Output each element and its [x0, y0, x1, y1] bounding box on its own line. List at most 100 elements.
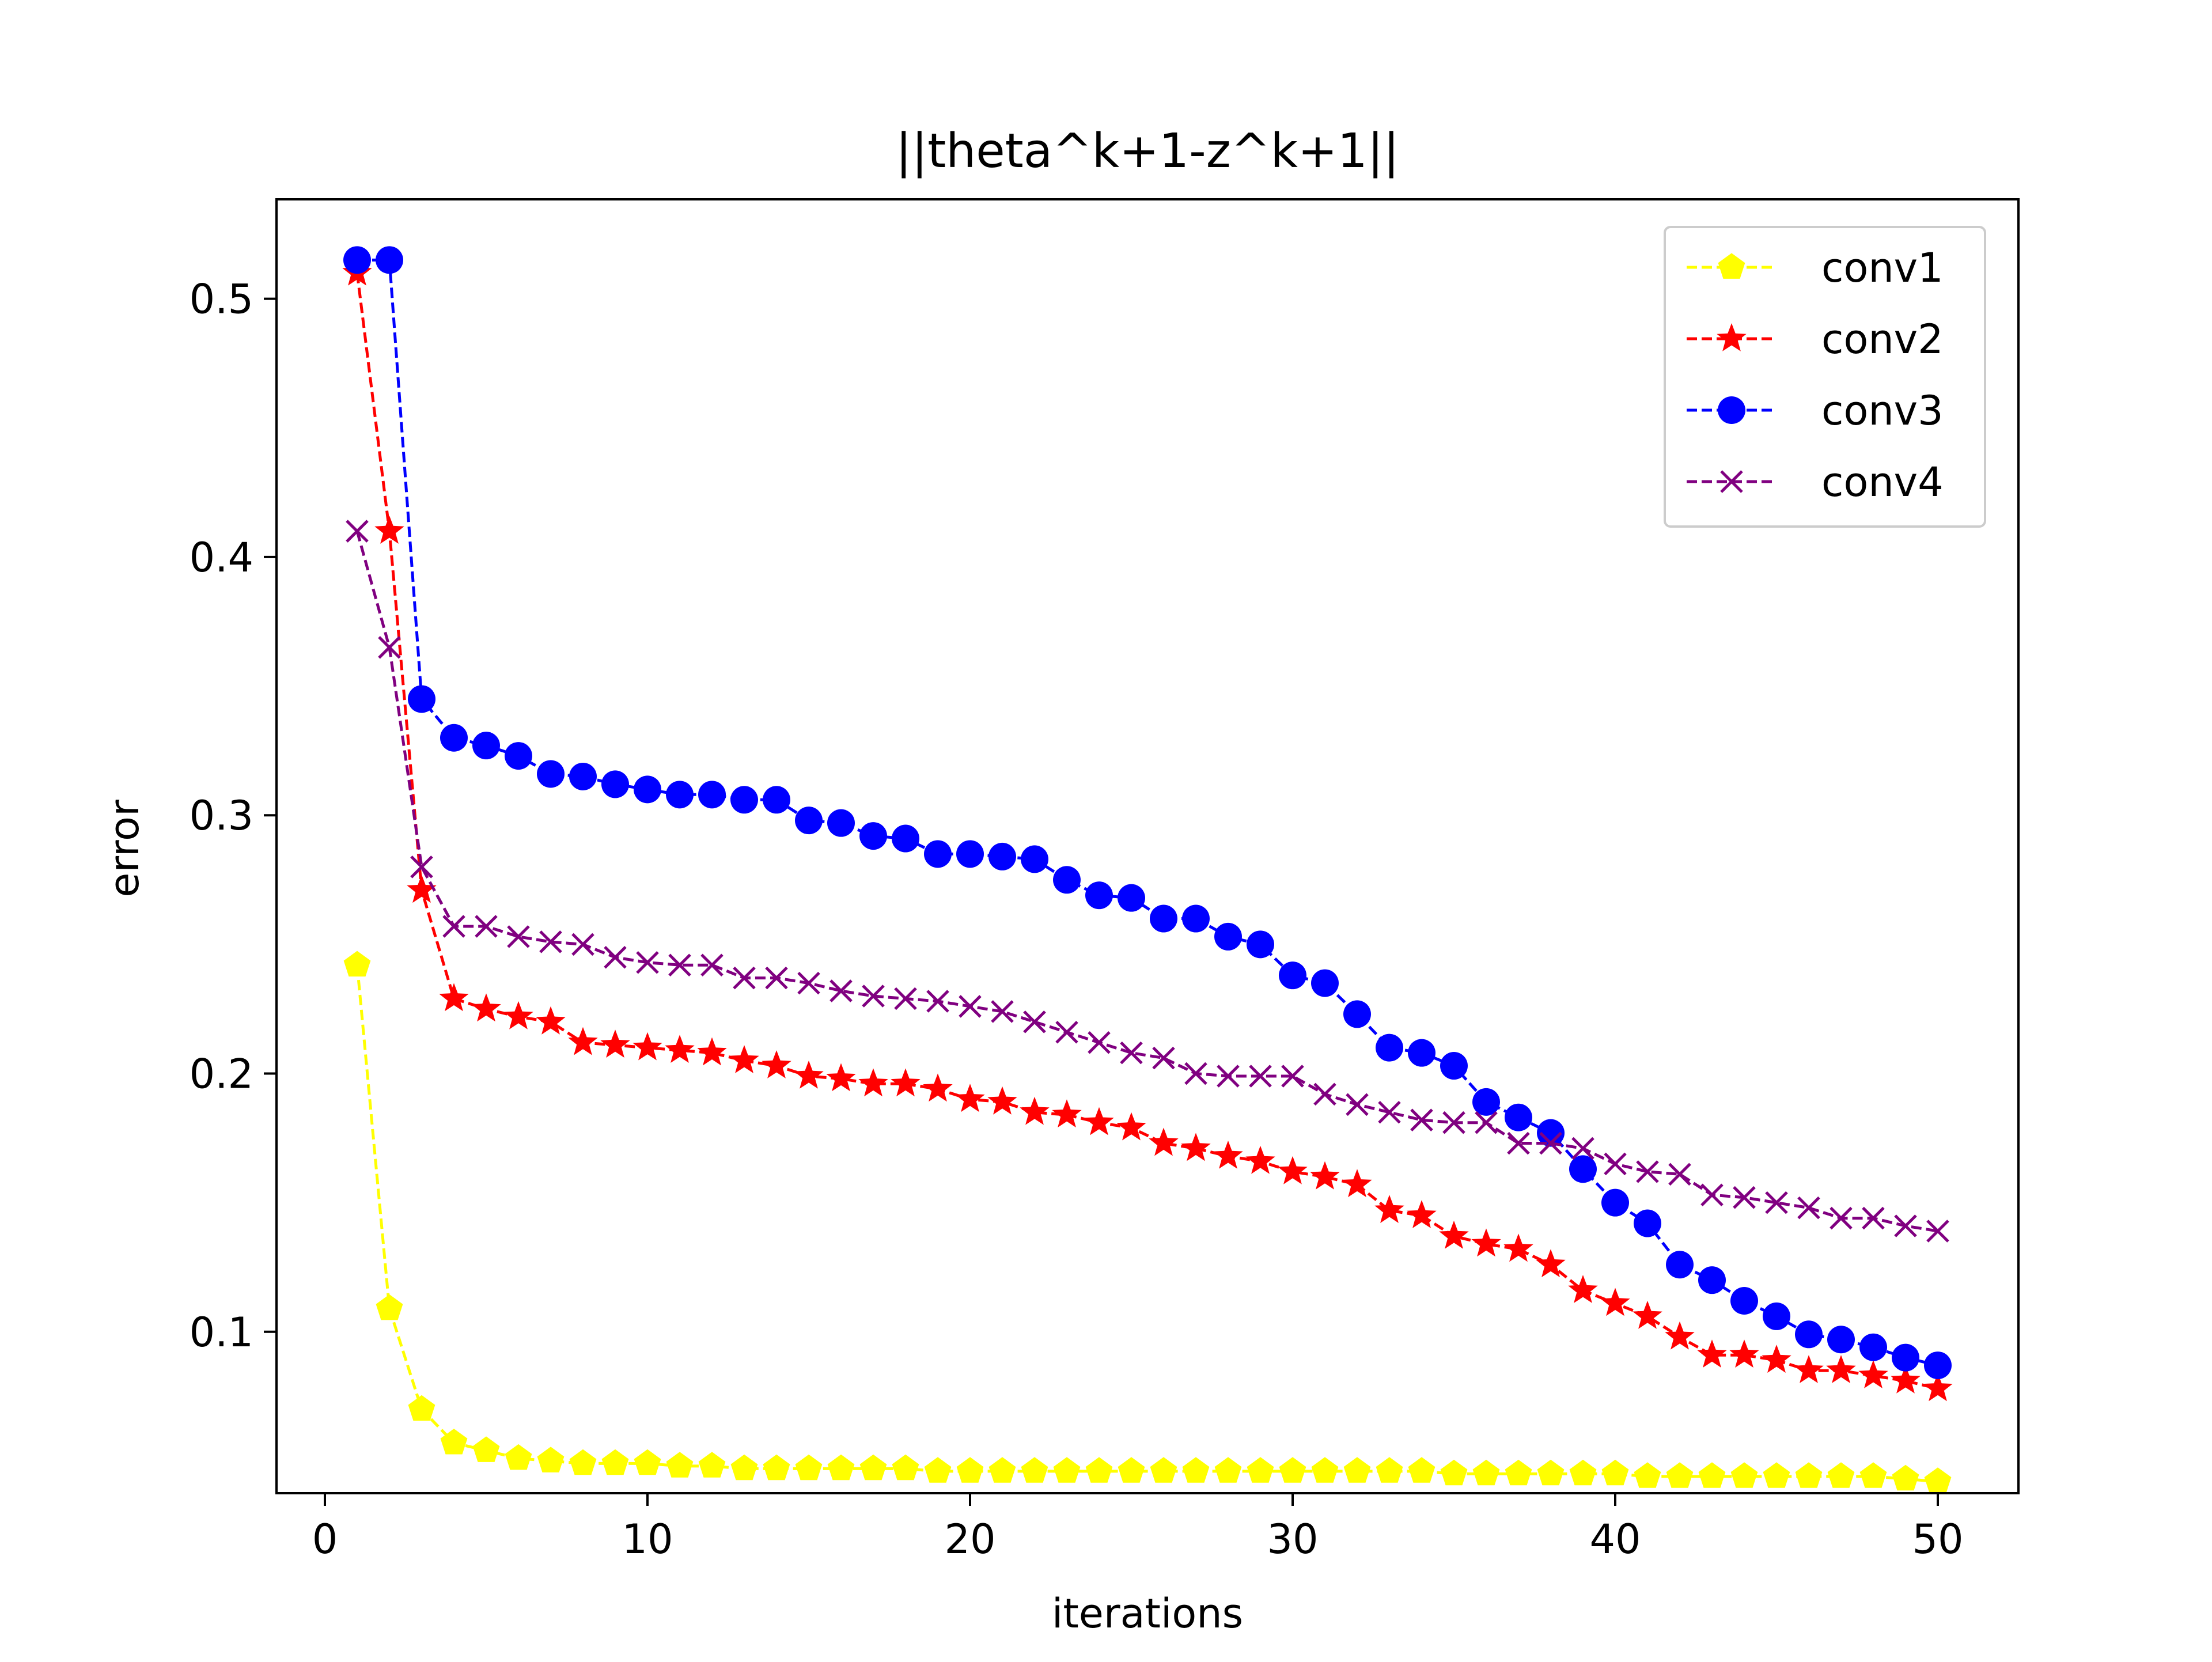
- data-point-conv4: [1797, 1196, 1820, 1220]
- legend-label-conv3: conv3: [1821, 387, 1944, 434]
- data-point-conv2: [1826, 1355, 1856, 1383]
- data-point-conv4: [636, 951, 659, 974]
- data-point-conv1: [376, 1294, 403, 1320]
- data-point-conv1: [1666, 1462, 1694, 1488]
- data-point-conv4: [926, 990, 949, 1013]
- data-point-conv3: [1472, 1088, 1500, 1116]
- data-point-conv3: [1569, 1155, 1597, 1183]
- data-point-conv3: [1085, 881, 1113, 910]
- data-point-conv3: [1118, 884, 1145, 912]
- data-point-conv1: [698, 1452, 726, 1478]
- data-point-conv4: [1152, 1046, 1175, 1070]
- data-point-conv3: [892, 824, 919, 853]
- series-line-conv2: [355, 272, 1938, 1390]
- data-point-conv2: [1858, 1360, 1888, 1388]
- data-point-conv1: [1150, 1457, 1177, 1483]
- data-point-conv2: [1762, 1345, 1791, 1373]
- data-point-conv1: [1505, 1459, 1532, 1486]
- data-point-conv2: [826, 1063, 856, 1092]
- x-tick-label: 40: [1589, 1516, 1641, 1563]
- data-point-conv2: [1310, 1161, 1340, 1190]
- data-point-conv1: [892, 1454, 919, 1481]
- data-point-conv4: [1410, 1108, 1433, 1131]
- data-point-conv2: [858, 1068, 888, 1097]
- data-point-conv2: [1116, 1112, 1146, 1141]
- data-point-conv1: [634, 1449, 661, 1475]
- y-tick-label: 0.5: [190, 276, 253, 323]
- data-point-conv2: [1020, 1096, 1050, 1125]
- data-point-conv1: [1118, 1457, 1145, 1483]
- data-point-conv3: [505, 742, 532, 770]
- series-conv3: [343, 246, 1952, 1380]
- data-point-conv2: [1374, 1195, 1404, 1223]
- data-point-conv4: [475, 915, 498, 938]
- data-point-conv1: [1634, 1462, 1661, 1488]
- series-line-conv4: [355, 531, 1938, 1233]
- data-point-conv1: [1376, 1457, 1403, 1483]
- data-point-conv1: [1279, 1457, 1306, 1483]
- legend-item-conv2: conv2: [1687, 316, 1944, 363]
- data-point-conv4: [1120, 1041, 1143, 1065]
- data-point-conv4: [1604, 1152, 1627, 1176]
- data-point-conv2: [1181, 1133, 1211, 1161]
- data-point-conv2: [471, 993, 501, 1022]
- data-point-conv2: [729, 1045, 759, 1073]
- data-point-conv2: [891, 1068, 921, 1097]
- data-point-conv1: [988, 1457, 1016, 1483]
- data-point-conv3: [601, 770, 629, 798]
- data-point-conv4: [1088, 1031, 1111, 1054]
- data-point-conv4: [1023, 1010, 1046, 1033]
- data-point-conv1: [730, 1454, 758, 1481]
- data-point-conv4: [346, 520, 369, 543]
- data-point-conv1: [505, 1444, 532, 1470]
- data-point-conv3: [440, 724, 468, 752]
- data-point-conv2: [665, 1035, 695, 1063]
- data-point-conv4: [1862, 1206, 1885, 1230]
- data-point-conv4: [1926, 1220, 1949, 1243]
- data-point-conv3: [1795, 1320, 1823, 1349]
- data-point-conv3: [1698, 1266, 1726, 1294]
- data-point-conv2: [439, 983, 469, 1012]
- data-point-conv3: [408, 685, 435, 713]
- data-point-conv2: [955, 1084, 985, 1112]
- data-point-conv3: [698, 781, 726, 809]
- data-point-conv1: [827, 1454, 855, 1481]
- data-point-conv2: [1149, 1127, 1179, 1156]
- data-point-conv4: [1571, 1137, 1594, 1160]
- data-point-conv3: [988, 842, 1016, 870]
- data-point-conv3: [1924, 1351, 1952, 1380]
- data-point-conv1: [472, 1436, 500, 1462]
- data-point-conv3: [1634, 1209, 1661, 1237]
- data-point-conv4: [1055, 1021, 1078, 1044]
- series-conv4: [346, 520, 1949, 1243]
- data-point-conv2: [1245, 1145, 1275, 1174]
- data-point-conv4: [1507, 1131, 1530, 1155]
- data-point-conv1: [537, 1447, 565, 1472]
- data-point-conv4: [604, 946, 627, 969]
- data-point-conv2: [987, 1086, 1017, 1115]
- x-axis-label: iterations: [1052, 1590, 1243, 1637]
- data-point-conv2: [1278, 1156, 1308, 1184]
- data-point-conv4: [507, 925, 530, 948]
- data-point-conv1: [569, 1449, 597, 1475]
- data-point-conv2: [1213, 1141, 1243, 1169]
- data-point-conv2: [1697, 1339, 1727, 1368]
- data-point-conv1: [956, 1457, 984, 1483]
- data-point-conv1: [1311, 1457, 1339, 1483]
- data-point-conv4: [1894, 1214, 1917, 1237]
- data-point-conv1: [601, 1449, 629, 1475]
- legend-label-conv2: conv2: [1821, 316, 1944, 363]
- data-point-conv1: [1537, 1459, 1565, 1486]
- data-point-conv3: [795, 807, 823, 835]
- data-point-conv2: [407, 874, 437, 903]
- data-point-conv2: [1503, 1233, 1533, 1262]
- y-tick-label: 0.2: [190, 1051, 253, 1098]
- data-point-conv4: [1184, 1062, 1207, 1085]
- series-layer: [342, 246, 1953, 1493]
- data-point-conv4: [1668, 1163, 1691, 1186]
- data-point-conv3: [634, 775, 661, 804]
- y-axis-ticks: 0.1 0.2 0.3 0.4 0.5: [190, 276, 276, 1356]
- data-point-conv3: [1730, 1287, 1758, 1315]
- data-point-conv2: [1891, 1365, 1921, 1394]
- data-point-conv3: [343, 246, 371, 274]
